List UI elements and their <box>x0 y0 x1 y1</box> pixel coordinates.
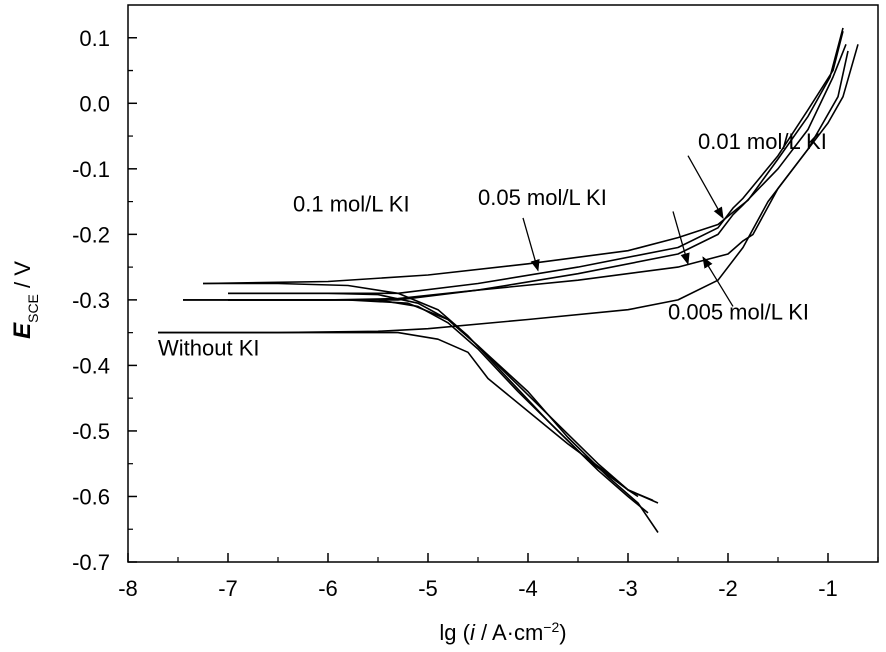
y-tick-label: -0.3 <box>72 288 110 313</box>
plot-frame <box>127 4 879 563</box>
x-tick-label: -5 <box>418 576 438 601</box>
series-4-cathodic-line <box>203 282 639 498</box>
y-tick-label: -0.1 <box>72 157 110 182</box>
series-2-anodic-line <box>228 44 847 301</box>
y-tick-label: -0.6 <box>72 484 110 509</box>
curve-annotations: 0.1 mol/L KI 0.05 mol/L KI 0.01 mol/L KI 0.… <box>158 129 827 360</box>
x-tick-label: -2 <box>718 576 738 601</box>
annotation-label: Without KI <box>158 336 259 361</box>
y-tick-label: -0.7 <box>72 550 110 575</box>
annotation-arrow <box>687 155 724 219</box>
x-tick-label: -3 <box>618 576 638 601</box>
y-tick-label: -0.5 <box>72 419 110 444</box>
annotation-label: 0.01 mol/L KI <box>698 129 827 154</box>
x-axis-ticks: -8 -7 -6 -5 -4 -3 -2 -1 <box>118 553 879 601</box>
y-axis-ticks: 0.1 0.0 -0.1 -0.2 -0.3 -0.4 -0.5 -0.6 -0.7 <box>72 26 137 575</box>
y-tick-label: 0.1 <box>79 26 110 51</box>
y-axis-title: ESCE / V <box>9 261 41 339</box>
x-axis-title: lg (i / A·cm−2) <box>439 619 566 645</box>
y-tick-label: -0.2 <box>72 222 110 247</box>
series-0-anodic-line <box>158 44 859 334</box>
annotation-arrow <box>702 256 734 307</box>
annotation-label: 0.1 mol/L KI <box>293 191 410 216</box>
y-tick-label: 0.0 <box>79 91 110 116</box>
x-tick-label: -4 <box>518 576 538 601</box>
x-tick-label: -1 <box>818 576 838 601</box>
annotation-label: 0.05 mol/L KI <box>478 185 607 210</box>
polarization-curves <box>158 27 859 533</box>
series-4-anodic-line <box>202 27 844 285</box>
x-tick-label: -6 <box>318 576 338 601</box>
series-1-anodic-line <box>183 50 849 301</box>
y-tick-label: -0.4 <box>72 353 110 378</box>
x-tick-label: -7 <box>218 576 238 601</box>
annotation-label: 0.005 mol/L KI <box>668 300 809 325</box>
series-3-cathodic-line <box>228 292 659 533</box>
annotation-arrow <box>672 211 690 265</box>
series-1-cathodic-line <box>183 299 659 504</box>
annotation-arrow <box>522 217 540 272</box>
x-tick-label: -8 <box>118 576 138 601</box>
series-3-anodic-line <box>228 31 844 295</box>
